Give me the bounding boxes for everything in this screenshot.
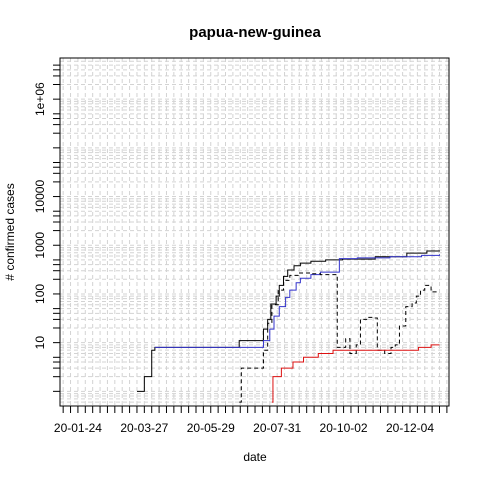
y-tick-label: 100 [33,284,47,304]
chart-title: papua-new-guinea [189,24,321,41]
series-line-4 [271,344,440,403]
x-tick-label: 20-01-24 [54,421,102,435]
y-axis-label: # confirmed cases [3,183,17,280]
x-tick-label: 20-03-27 [120,421,168,435]
x-tick-label: 20-10-02 [320,421,368,435]
axes: 20-01-24 20-03-27 20-05-29 20-07-31 20-10-02… [33,64,448,435]
y-tick-label: 1e+06 [33,82,47,116]
x-tick-label: 20-07-31 [253,421,301,435]
x-tick-label: 20-12-04 [386,421,434,435]
x-tick-label: 20-05-29 [187,421,235,435]
x-axis-label: date [243,450,267,464]
y-tick-label: 10000 [33,180,47,214]
series-line-2 [154,254,441,348]
y-tick-label: 1000 [33,232,47,259]
y-tick-label: 10 [33,336,47,350]
series-group [136,250,441,403]
